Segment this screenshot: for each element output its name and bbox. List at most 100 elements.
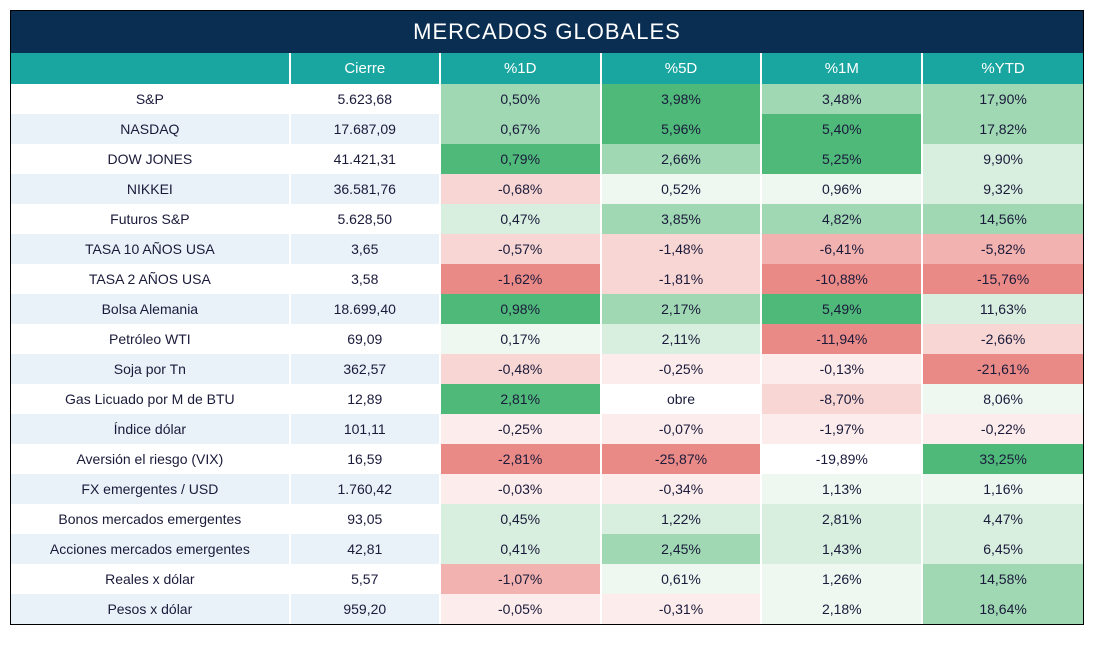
row-pct: 0,45% (440, 504, 601, 534)
row-name: Futuros S&P (11, 204, 290, 234)
row-pct: -1,07% (440, 564, 601, 594)
row-pct: -0,22% (922, 414, 1083, 444)
row-pct: -1,48% (601, 234, 762, 264)
row-close: 959,20 (290, 594, 440, 624)
row-pct: 1,26% (761, 564, 922, 594)
table-row: Gas Licuado por M de BTU12,892,81%obre-8… (11, 384, 1083, 414)
row-pct: 4,47% (922, 504, 1083, 534)
row-pct: 4,82% (761, 204, 922, 234)
row-pct: -0,31% (601, 594, 762, 624)
row-pct: 11,63% (922, 294, 1083, 324)
row-name: NASDAQ (11, 114, 290, 144)
table-row: Índice dólar101,11-0,25%-0,07%-1,97%-0,2… (11, 414, 1083, 444)
row-close: 5.628,50 (290, 204, 440, 234)
table-header: Cierre %1D %5D %1M %YTD (11, 53, 1083, 84)
row-name: TASA 10 AÑOS USA (11, 234, 290, 264)
table-row: Futuros S&P5.628,500,47%3,85%4,82%14,56% (11, 204, 1083, 234)
row-pct: 2,66% (601, 144, 762, 174)
header-close: Cierre (290, 53, 440, 84)
row-pct: 5,25% (761, 144, 922, 174)
table-row: NIKKEI36.581,76-0,68%0,52%0,96%9,32% (11, 174, 1083, 204)
row-pct: 1,22% (601, 504, 762, 534)
table-title: MERCADOS GLOBALES (11, 10, 1083, 53)
row-close: 36.581,76 (290, 174, 440, 204)
row-pct: 17,82% (922, 114, 1083, 144)
table-row: Acciones mercados emergentes42,810,41%2,… (11, 534, 1083, 564)
row-name: Petróleo WTI (11, 324, 290, 354)
table-row: Soja por Tn362,57-0,48%-0,25%-0,13%-21,6… (11, 354, 1083, 384)
row-pct: 0,41% (440, 534, 601, 564)
row-pct: -0,25% (601, 354, 762, 384)
row-pct: -2,66% (922, 324, 1083, 354)
header-1d: %1D (440, 53, 601, 84)
header-1m: %1M (761, 53, 922, 84)
row-pct: 1,13% (761, 474, 922, 504)
row-pct: 5,40% (761, 114, 922, 144)
row-close: 5,57 (290, 564, 440, 594)
row-close: 5.623,68 (290, 84, 440, 114)
row-name: Soja por Tn (11, 354, 290, 384)
row-pct: 33,25% (922, 444, 1083, 474)
row-name: Bolsa Alemania (11, 294, 290, 324)
row-pct: -0,05% (440, 594, 601, 624)
row-pct: -0,13% (761, 354, 922, 384)
row-name: FX emergentes / USD (11, 474, 290, 504)
row-close: 362,57 (290, 354, 440, 384)
row-name: Bonos mercados emergentes (11, 504, 290, 534)
row-name: NIKKEI (11, 174, 290, 204)
row-pct: 2,45% (601, 534, 762, 564)
row-pct: 8,06% (922, 384, 1083, 414)
row-pct: 0,61% (601, 564, 762, 594)
row-pct: 0,96% (761, 174, 922, 204)
row-pct: 1,16% (922, 474, 1083, 504)
table-row: TASA 10 AÑOS USA3,65-0,57%-1,48%-6,41%-5… (11, 234, 1083, 264)
table-row: Bolsa Alemania18.699,400,98%2,17%5,49%11… (11, 294, 1083, 324)
table-row: Reales x dólar5,57-1,07%0,61%1,26%14,58% (11, 564, 1083, 594)
row-pct: 0,17% (440, 324, 601, 354)
row-close: 69,09 (290, 324, 440, 354)
table-row: Pesos x dólar959,20-0,05%-0,31%2,18%18,6… (11, 594, 1083, 624)
row-name: Gas Licuado por M de BTU (11, 384, 290, 414)
table-row: Bonos mercados emergentes93,050,45%1,22%… (11, 504, 1083, 534)
row-pct: 2,18% (761, 594, 922, 624)
row-pct: -0,57% (440, 234, 601, 264)
row-pct: 2,81% (761, 504, 922, 534)
row-pct: 5,96% (601, 114, 762, 144)
row-name: TASA 2 AÑOS USA (11, 264, 290, 294)
row-name: Reales x dólar (11, 564, 290, 594)
markets-table-container: MERCADOS GLOBALES Cierre %1D %5D %1M %YT… (10, 10, 1084, 625)
row-pct: 0,79% (440, 144, 601, 174)
row-pct: 2,81% (440, 384, 601, 414)
row-pct: 9,90% (922, 144, 1083, 174)
table-row: Petróleo WTI69,090,17%2,11%-11,94%-2,66% (11, 324, 1083, 354)
row-pct: -0,07% (601, 414, 762, 444)
row-pct: -0,68% (440, 174, 601, 204)
header-ytd: %YTD (922, 53, 1083, 84)
row-close: 41.421,31 (290, 144, 440, 174)
row-pct: 18,64% (922, 594, 1083, 624)
row-name: S&P (11, 84, 290, 114)
row-pct: -25,87% (601, 444, 762, 474)
row-name: Acciones mercados emergentes (11, 534, 290, 564)
table-row: TASA 2 AÑOS USA3,58-1,62%-1,81%-10,88%-1… (11, 264, 1083, 294)
row-pct: 0,50% (440, 84, 601, 114)
row-pct: 0,52% (601, 174, 762, 204)
row-pct: -19,89% (761, 444, 922, 474)
row-pct: -8,70% (761, 384, 922, 414)
row-close: 3,58 (290, 264, 440, 294)
table-body: S&P5.623,680,50%3,98%3,48%17,90%NASDAQ17… (11, 84, 1083, 624)
row-close: 17.687,09 (290, 114, 440, 144)
row-pct: -1,62% (440, 264, 601, 294)
row-name: Índice dólar (11, 414, 290, 444)
row-pct: -6,41% (761, 234, 922, 264)
row-pct: 3,48% (761, 84, 922, 114)
row-name: Pesos x dólar (11, 594, 290, 624)
row-pct: 17,90% (922, 84, 1083, 114)
row-pct: 9,32% (922, 174, 1083, 204)
row-pct: -10,88% (761, 264, 922, 294)
row-close: 93,05 (290, 504, 440, 534)
row-close: 1.760,42 (290, 474, 440, 504)
row-pct: obre (601, 384, 762, 414)
row-close: 18.699,40 (290, 294, 440, 324)
row-pct: 3,98% (601, 84, 762, 114)
